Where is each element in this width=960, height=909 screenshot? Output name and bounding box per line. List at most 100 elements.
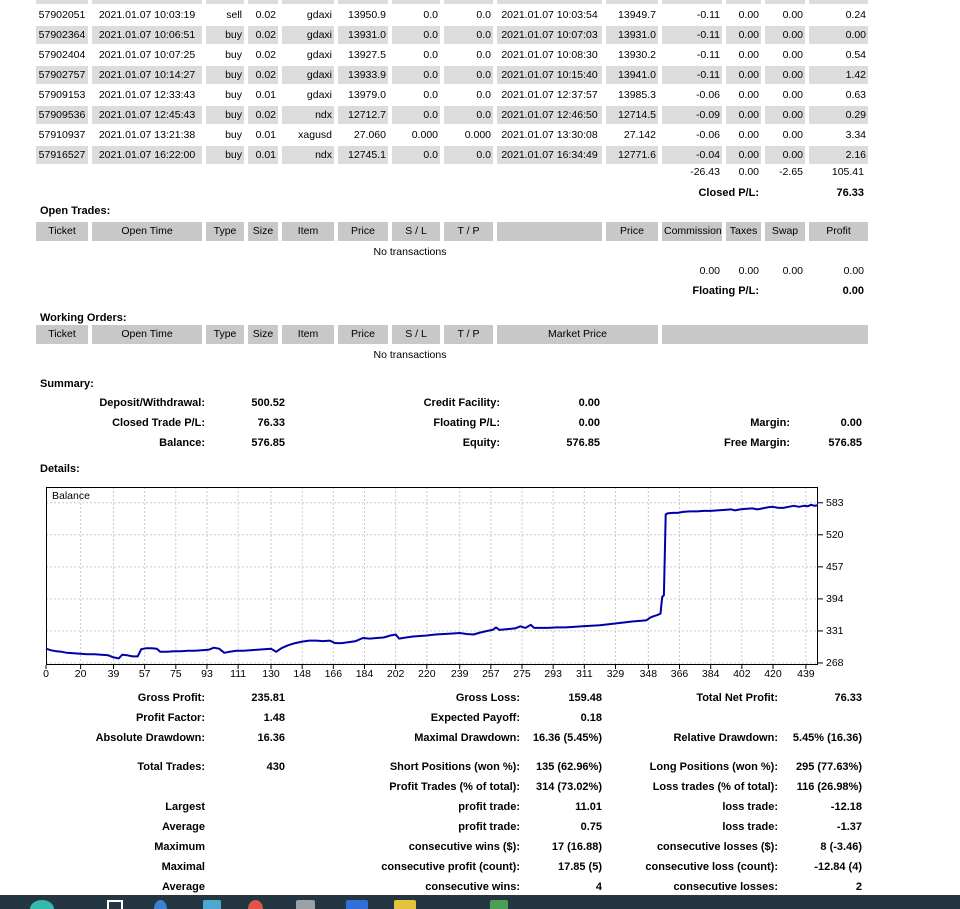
stat-value: 0.75 [580, 821, 602, 833]
working-orders-section-label: Working Orders: [40, 312, 127, 324]
trade-cell-sl: 0.0 [392, 66, 440, 84]
trade-cell-taxes: 0.00 [738, 129, 759, 141]
blue-circle-app-icon[interactable] [154, 900, 167, 909]
trade-cell-price: 27.060 [353, 129, 386, 141]
blue-rect-app-icon[interactable] [346, 900, 368, 909]
summary-value: 576.85 [566, 437, 600, 449]
x-axis-label: 202 [386, 668, 405, 680]
x-axis-label: 39 [107, 668, 120, 680]
summary-row: Deposit/Withdrawal: 500.52 Credit Facili… [0, 396, 960, 411]
stat-label: Maximum [154, 841, 205, 853]
stat-value: -1.37 [836, 821, 862, 833]
trade-cell-type: sell [226, 9, 242, 21]
summary-label: Deposit/Withdrawal: [99, 397, 205, 409]
stat-value: 16.36 [257, 732, 285, 744]
trade-cell-sl: 0.0 [392, 106, 440, 124]
col-open-time: Open Time [92, 222, 202, 241]
stat-label: Gross Loss: [455, 692, 520, 704]
stat-label: Loss trades (% of total): [652, 781, 778, 793]
trade-cell-item: gdaxi [282, 66, 334, 84]
details-section-label: Details: [40, 463, 80, 475]
summary-label: Equity: [462, 437, 500, 449]
stat-value: 11.01 [575, 801, 602, 813]
trade-cell-commission: -0.09 [662, 106, 722, 124]
trade-cell-commission: -0.11 [696, 9, 720, 21]
x-axis-label: 148 [293, 668, 311, 680]
x-axis-label: 293 [544, 668, 562, 680]
stat-label: Maximal [161, 861, 205, 873]
closed-pl-row: Closed P/L: 76.33 [0, 186, 960, 201]
trade-cell-ticket: 57902757 [36, 66, 88, 84]
trade-cell-price: 13950.9 [348, 9, 386, 21]
total-commission: -26.43 [690, 166, 720, 178]
stat-label: consecutive wins: [425, 881, 520, 893]
y-axis-label: 268 [826, 656, 844, 669]
trade-cell-size: 0.01 [255, 89, 276, 101]
x-axis-label: 75 [169, 668, 182, 680]
balance-legend-label: Balance [52, 490, 90, 502]
stat-label: Expected Payoff: [430, 712, 520, 724]
windows-taskbar [0, 895, 960, 909]
summary-label: Free Margin: [723, 437, 790, 449]
trade-cell-price: 13933.9 [338, 66, 388, 84]
clipped-header-cell [606, 0, 658, 4]
red-circle-app-icon[interactable] [248, 900, 263, 909]
window-outline-app-icon[interactable] [107, 900, 123, 909]
col-item: Item [282, 222, 334, 241]
stat-label: Average [161, 881, 205, 893]
summary-value: 500.52 [251, 397, 285, 409]
yellow-rect-app-icon[interactable] [394, 900, 416, 909]
clipped-header-cell [92, 0, 202, 4]
trade-cell-tp: 0.0 [444, 66, 493, 84]
trade-cell-sl: 0.0 [423, 9, 438, 21]
trade-cell-ticket: 57909153 [38, 89, 86, 101]
stat-label: consecutive losses ($): [656, 841, 778, 853]
col-taxes: Taxes [726, 222, 761, 241]
clipped-header-cell [206, 0, 244, 4]
trade-cell-commission: -0.11 [662, 66, 722, 84]
trade-cell-close_price: 12714.5 [606, 106, 658, 124]
trade-cell-type: buy [206, 26, 244, 44]
trade-cell-open_time: 2021.01.07 16:22:00 [92, 146, 202, 164]
x-axis-label: 439 [797, 668, 815, 680]
teal-rect-app-icon[interactable] [203, 900, 221, 909]
clipped-header-cell [765, 0, 805, 4]
chart-frame [46, 487, 818, 665]
trade-cell-type: buy [206, 106, 244, 124]
green-rect-app-icon[interactable] [490, 900, 508, 909]
trade-cell-ticket: 57910937 [38, 129, 86, 141]
open-total-commission: 0.00 [699, 265, 720, 277]
balance-line [45, 503, 819, 660]
trade-cell-tp: 0.0 [476, 49, 491, 61]
clipped-header-cell [809, 0, 868, 4]
trade-cell-sl: 0.000 [411, 129, 438, 141]
trade-cell-taxes: 0.00 [738, 89, 759, 101]
trade-cell-profit: 0.24 [845, 9, 866, 21]
col-open-time: Open Time [92, 325, 202, 344]
open-trades-header: Ticket Open Time Type Size Item Price S … [36, 222, 868, 241]
trade-cell-ticket: 57902051 [38, 9, 86, 21]
working-orders-header: Ticket Open Time Type Size Item Price S … [36, 325, 868, 344]
summary-row: Closed Trade P/L: 76.33 Floating P/L: 0.… [0, 416, 960, 431]
trade-cell-sl: 0.0 [392, 26, 440, 44]
trade-cell-close_price: 13985.3 [618, 89, 656, 101]
trade-cell-tp: 0.0 [476, 89, 491, 101]
trade-cell-swap: 0.00 [765, 146, 805, 164]
stat-value: 430 [266, 761, 285, 773]
stat-label: loss trade: [722, 801, 778, 813]
trade-cell-close_price: 13941.0 [606, 66, 658, 84]
open-totals-row: 0.00 0.00 0.00 0.00 [0, 264, 960, 279]
trade-cell-profit: 3.34 [845, 129, 866, 141]
open-trades-empty-message: No transactions [373, 246, 447, 258]
stat-label: consecutive losses: [673, 881, 778, 893]
teal-circle-app-icon[interactable] [30, 900, 54, 909]
balance-chart [45, 487, 823, 669]
x-axis-label: 384 [701, 668, 720, 680]
trade-cell-item: ndx [282, 146, 334, 164]
stat-value: 17 (16.88) [551, 841, 602, 853]
gray-rect-app-icon[interactable] [296, 900, 315, 909]
trade-cell-open_time: 2021.01.07 10:03:19 [98, 9, 196, 21]
stat-value: 1.48 [263, 712, 285, 724]
stat-value: 159.48 [568, 692, 602, 704]
